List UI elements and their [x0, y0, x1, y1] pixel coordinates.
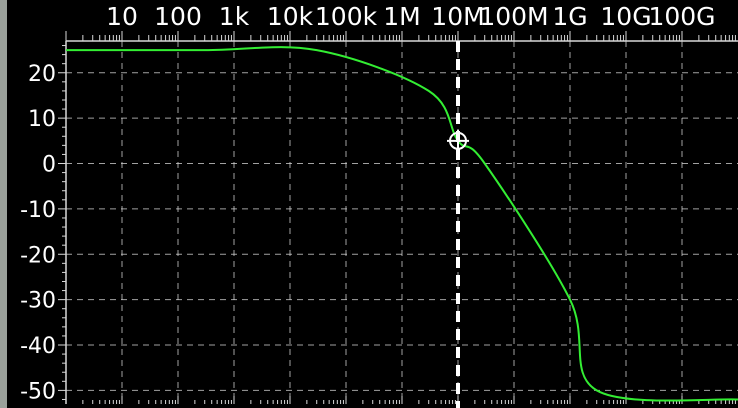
x-tick-label: 10k [267, 2, 314, 31]
y-tick-label: 20 [28, 62, 56, 87]
x-tick-label: 10M [431, 2, 484, 31]
y-tick-label: 0 [42, 153, 56, 178]
x-tick-label: 100 [154, 2, 202, 31]
x-tick-label: 1k [219, 2, 250, 31]
y-tick-label: 10 [28, 107, 56, 132]
y-tick-label: -20 [20, 243, 56, 268]
y-tick-label: -50 [20, 379, 56, 404]
x-tick-label: 10G [600, 2, 651, 31]
y-ticks: 20 10 0 -10 -20 -30 -40 -50 [20, 62, 56, 405]
x-tick-label: 100M [479, 2, 548, 31]
crosshair-icon[interactable] [447, 129, 469, 152]
x-tick-label: 100k [315, 2, 378, 31]
x-tick-label: 1M [383, 2, 420, 31]
cursor[interactable] [447, 41, 469, 408]
left-frame [0, 0, 7, 408]
y-tick-label: -40 [20, 334, 56, 359]
x-tick-label: 1G [552, 2, 587, 31]
y-tick-label: -30 [20, 289, 56, 314]
grid [66, 41, 738, 404]
x-tick-label: 100G [648, 2, 715, 31]
x-tick-label: 10 [106, 2, 138, 31]
axes [58, 31, 738, 404]
y-tick-label: -10 [20, 198, 56, 223]
